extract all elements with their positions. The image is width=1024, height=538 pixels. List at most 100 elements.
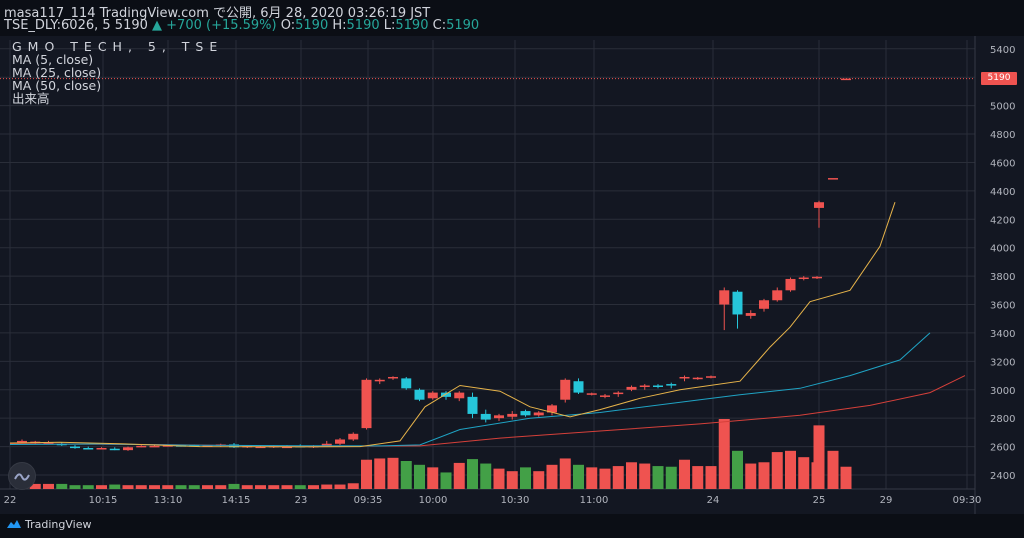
volume-bar (467, 459, 478, 489)
close-value: 5190 (446, 18, 480, 33)
price-tick-label: 2400 (990, 471, 1015, 482)
candle-body (613, 392, 624, 395)
candle-body (70, 446, 80, 449)
candle-body (828, 178, 838, 180)
chart-legend: GMO TECH, 5, TSE MA (5, close) MA (25, c… (12, 40, 223, 105)
volume-bar (771, 452, 783, 489)
candle-body (414, 389, 425, 400)
volume-bar (559, 458, 571, 489)
volume-bar (573, 464, 584, 489)
volume-bar (162, 485, 174, 489)
candle-body (547, 405, 557, 413)
time-tick-label: 24 (707, 495, 720, 506)
volume-bar (506, 471, 518, 489)
price-chart[interactable]: 2400 2600 2800 3000 3200 3400 3600 3800 4000 4200… (0, 36, 1024, 520)
price-tick-label: 4200 (990, 215, 1015, 226)
volume-bar (347, 483, 359, 489)
volume-bar (268, 485, 280, 489)
price-tick-label: 4000 (990, 244, 1015, 255)
ma50-legend: MA (50, close) (12, 78, 102, 93)
time-tick-label: 14:15 (222, 495, 251, 506)
volume-bar (732, 450, 743, 489)
time-tick-label: 09:30 (953, 495, 982, 506)
volume-bar (546, 464, 558, 489)
cloud-icon (7, 520, 21, 528)
volume-bar (294, 485, 306, 489)
time-tick-label: 09:35 (354, 495, 383, 506)
volume-bar (440, 472, 452, 489)
candle-body (679, 376, 690, 379)
price-tick-label: 3000 (990, 386, 1015, 397)
volume-bar (520, 467, 531, 489)
price-tick-label: 4600 (990, 158, 1015, 169)
candle-body (507, 413, 518, 417)
candle-body (494, 415, 504, 419)
volume-bar (840, 466, 852, 489)
volume-bar (785, 450, 796, 489)
volume-bar (705, 466, 717, 489)
candle-body (43, 442, 54, 444)
time-tick-label: 11:00 (580, 495, 609, 506)
time-tick-label: 10:00 (419, 495, 448, 506)
volume-bar (626, 462, 637, 489)
volume-bar (665, 466, 677, 489)
candle-body (96, 448, 107, 450)
bottom-bar: TradingView (0, 514, 1024, 538)
volume-bar (281, 485, 293, 489)
top-bar: masa117_114 TradingView.com で公開, 6月 28, … (0, 0, 1024, 36)
wave-icon[interactable] (8, 462, 36, 490)
volume-bar (453, 462, 465, 489)
time-tick-label: 22 (4, 495, 17, 506)
time-tick-label: 10:15 (89, 495, 118, 506)
candle-body (374, 379, 385, 382)
volume-bar (718, 419, 730, 489)
candle-body (814, 202, 824, 208)
volume-bar (202, 485, 213, 489)
price-tick-label: 3400 (990, 329, 1015, 340)
volume-bar (652, 466, 664, 489)
volume-bar (241, 485, 253, 489)
price-tick-label: 3200 (990, 357, 1015, 368)
candle-body (745, 313, 756, 316)
volume-bar (215, 485, 227, 489)
open-value: 5190 (295, 18, 329, 33)
volume-legend: 出来高 (12, 91, 50, 106)
volume-bar (798, 457, 810, 489)
volume-bar (586, 467, 598, 489)
high-value: 5190 (346, 18, 380, 33)
volume-bar (414, 464, 425, 489)
candle-body (785, 278, 796, 291)
candle-body (321, 443, 332, 446)
publish-info: masa117_114 TradingView.com で公開, 6月 28, … (4, 6, 431, 21)
price-change: ▲ +700 (+15.59%) (152, 18, 277, 33)
volume-bar (334, 484, 346, 489)
candle-body (639, 385, 650, 387)
price-tick-label: 5400 (990, 45, 1015, 56)
ticker-label: GMO TECH, 5, TSE (12, 39, 224, 54)
candle-body (83, 448, 94, 450)
volume-bar (175, 485, 187, 489)
volume-bar (96, 485, 107, 489)
candle-body (772, 290, 783, 301)
candle-body (533, 412, 544, 416)
time-tick-label: 23 (295, 495, 308, 506)
price-tick-label: 4800 (990, 130, 1015, 141)
volume-bar (533, 471, 545, 489)
volume-bar (29, 483, 41, 489)
volume-bar (612, 466, 624, 489)
volume-bar (827, 450, 839, 489)
volume-bar (109, 484, 121, 489)
time-tick-label: 13:10 (154, 495, 183, 506)
volume-bar (56, 483, 68, 489)
symbol-label: TSE_DLY:6026, 5 (4, 18, 111, 33)
candle-body (401, 378, 412, 389)
volume-bar (255, 485, 266, 489)
candle-body (427, 392, 438, 399)
tradingview-logo[interactable]: TradingView (6, 518, 91, 531)
volume-bar (387, 457, 399, 489)
open-label: O: (280, 18, 296, 33)
candle-body (361, 379, 372, 429)
candle-body (560, 379, 571, 400)
volume-bar (149, 485, 160, 489)
last-price-tag: 5190 (981, 72, 1017, 85)
